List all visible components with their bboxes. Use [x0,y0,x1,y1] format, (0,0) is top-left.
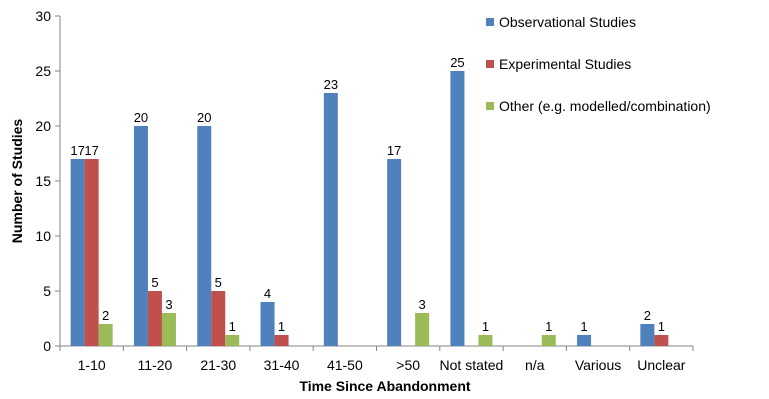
x-tick-label: Not stated [440,357,504,373]
data-label: 2 [102,308,109,323]
legend-swatch [486,102,494,110]
data-label: 5 [215,275,222,290]
bar-observational-various [577,335,592,346]
bar-other-not-stated [478,335,493,346]
data-label: 1 [580,319,587,334]
data-label: 5 [151,275,158,290]
bar-observational-unclear [640,324,655,346]
data-label: 4 [264,286,271,301]
data-label: 1 [658,319,665,334]
data-label: 17 [84,143,98,158]
bar-observational-41-50 [323,93,338,346]
data-label: 1 [482,319,489,334]
legend-label: Experimental Studies [499,56,631,72]
bar-observational--50 [387,159,402,346]
x-tick-label: 31-40 [264,357,300,373]
data-label: 2 [644,308,651,323]
legend-swatch [486,18,494,26]
legend-swatch [486,60,494,68]
bar-experimental-1-10 [84,159,99,346]
data-label: 3 [419,297,426,312]
bars [70,71,669,346]
bar-other-1-10 [98,324,113,346]
bar-experimental-31-40 [274,335,289,346]
x-axis: 1-10 11-20 21-30 31-40 41-50 >50 Not stated n/a… [59,345,694,373]
y-tick-label: 30 [35,8,51,24]
data-label: 25 [450,55,464,70]
y-tick-label: 0 [43,338,51,354]
bar-other-n-a [541,335,556,346]
data-label: 3 [165,297,172,312]
x-tick-label: >50 [396,357,420,373]
bar-observational-31-40 [260,302,275,346]
y-tick-label: 15 [35,173,51,189]
x-tick-label: 1-10 [78,357,106,373]
data-label: 20 [197,110,211,125]
legend-label: Other (e.g. modelled/combination) [499,98,711,114]
data-label: 17 [70,143,84,158]
x-tick-label: Unclear [637,357,686,373]
x-tick-label: n/a [525,357,545,373]
x-tick-label: 11-20 [138,357,173,373]
data-label: 17 [387,143,401,158]
y-tick-label: 10 [35,228,51,244]
data-label: 23 [324,77,338,92]
x-tick-label: 21-30 [200,357,236,373]
bar-observational-21-30 [197,126,212,346]
y-tick-label: 20 [35,118,51,134]
bar-other--50 [415,313,430,346]
data-label: 20 [134,110,148,125]
bar-observational-not-stated [450,71,465,346]
x-axis-title: Time Since Abandonment [299,378,470,394]
bar-experimental-11-20 [147,291,162,346]
bar-observational-1-10 [70,159,85,346]
y-axis-title: Number of Studies [9,119,25,244]
bar-experimental-21-30 [211,291,226,346]
x-tick-label: 41-50 [327,357,363,373]
bar-experimental-unclear [654,335,669,346]
legend-label: Observational Studies [499,14,636,30]
y-tick-label: 5 [43,283,51,299]
x-tick-label: Various [575,357,621,373]
legend: Observational Studies Experimental Studie… [486,14,711,114]
data-label: 1 [545,319,552,334]
data-label: 1 [278,319,285,334]
y-tick-label: 25 [35,63,51,79]
bar-other-21-30 [225,335,240,346]
y-axis: 0 5 10 15 20 25 30 [35,8,61,354]
data-label: 1 [229,319,236,334]
bar-observational-11-20 [133,126,148,346]
bar-other-11-20 [161,313,176,346]
